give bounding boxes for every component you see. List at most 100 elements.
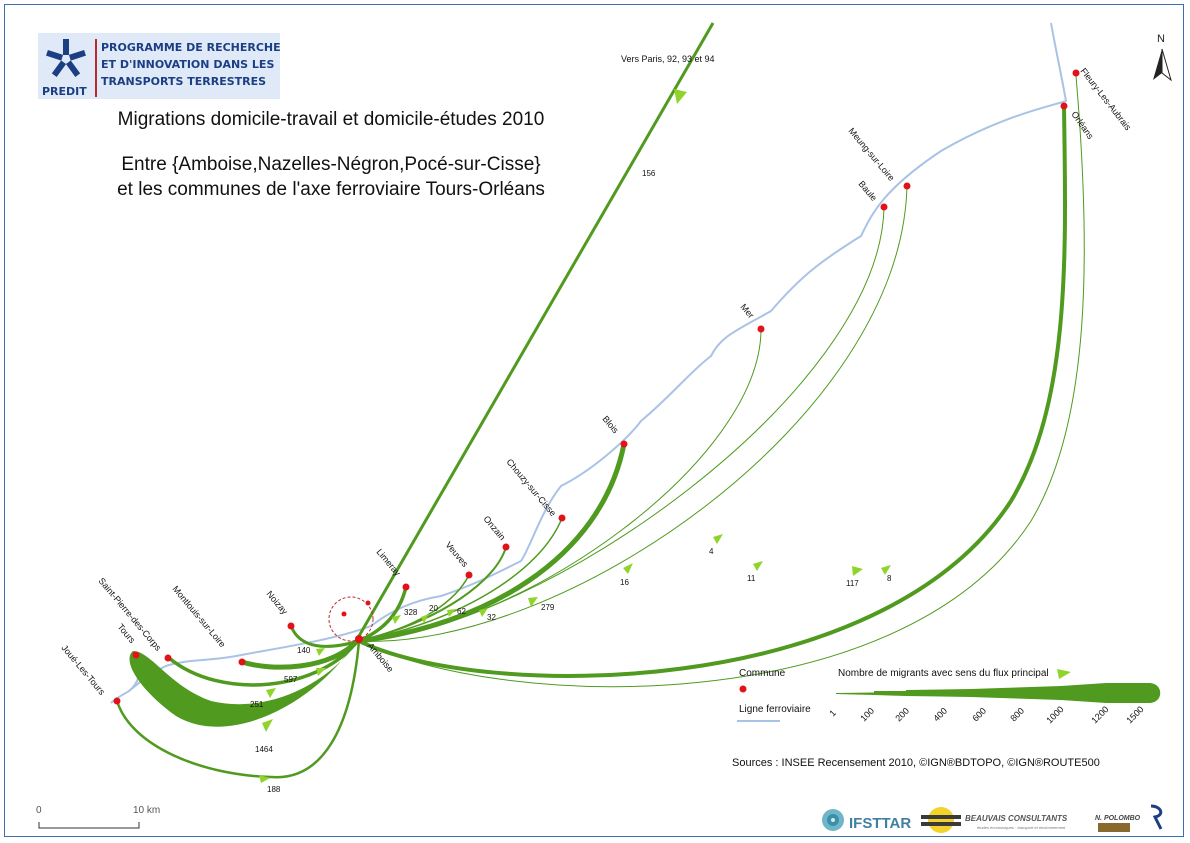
legend-tick-1: 1 <box>827 708 838 719</box>
flow-arrow-baule <box>713 534 723 544</box>
beauvais-logo-icon <box>921 807 961 833</box>
flow-value-blois: 279 <box>541 603 555 612</box>
flow-map: Fleury-Les-Aubrais Orléans Meung-sur-Loi… <box>36 22 1172 833</box>
flow-line-onzain <box>358 546 507 642</box>
legend-tick-800: 800 <box>1008 706 1026 724</box>
flow-value-chouzy: 32 <box>487 613 496 622</box>
commune-label-blois: Blois <box>600 414 621 436</box>
map-title: Migrations domicile-travail et domicile-… <box>117 109 545 130</box>
flow-arrow-montlouis <box>316 668 326 676</box>
flow-value-veuves: 20 <box>429 604 438 613</box>
beauvais-logo-text: BEAUVAIS CONSULTANTS <box>965 814 1068 823</box>
flow-line-tours <box>129 636 359 727</box>
flow-value-paris: 156 <box>642 169 656 178</box>
flow-value-montlouis: 597 <box>284 675 298 684</box>
flow-value-noizay: 140 <box>297 646 311 655</box>
commune-label-veuves: Veuves <box>443 540 470 569</box>
flow-arrow-onzain <box>447 609 456 617</box>
flow-arrow-joue <box>259 775 270 783</box>
legend-flow-label: Nombre de migrants avec sens du flux pri… <box>838 668 1049 679</box>
commune-dot-baule <box>880 203 888 211</box>
legend-commune-label: Commune <box>739 668 786 679</box>
commune-dot-fleury <box>1072 69 1080 77</box>
commune-label-montlouis: Montlouis-sur-Loire <box>170 584 227 649</box>
flow-value-fleury: 8 <box>887 574 892 583</box>
commune-dot-orleans <box>1060 102 1068 110</box>
legend-tick-400: 400 <box>931 706 949 724</box>
ifsttar-logo-icon <box>822 809 844 831</box>
legend-arrow-icon <box>1057 669 1071 679</box>
commune-dot-meung <box>903 182 911 190</box>
legend-tick-1500: 1500 <box>1124 704 1145 725</box>
flow-value-mer: 16 <box>620 578 629 587</box>
flow-arrow-mer <box>623 563 633 574</box>
commune-label-baule: Baule <box>856 179 878 203</box>
railway-line <box>110 22 1068 704</box>
flow-value-baule: 4 <box>709 547 714 556</box>
flow-arrow-limeray <box>392 615 401 624</box>
flow-line-chouzy <box>358 517 563 642</box>
commune-dot-mer <box>757 325 765 333</box>
logo-line-2: ET D'INNOVATION DANS LES <box>101 58 275 71</box>
flow-arrow-meung <box>753 561 763 571</box>
legend-rail-label: Ligne ferroviaire <box>739 704 811 715</box>
flow-value-orleans: 117 <box>846 579 859 588</box>
commune-dot-joue <box>113 697 121 705</box>
legend-flow-wedge <box>836 683 1161 703</box>
flow-line-fleury <box>358 75 1085 688</box>
commune-label-amboise: Amboise <box>365 641 395 674</box>
university-logo-icon <box>1150 804 1163 830</box>
flow-line-blois <box>358 443 627 644</box>
legend-tick-200: 200 <box>893 706 911 724</box>
predit-star-icon <box>46 39 86 77</box>
flow-line-montlouis <box>241 637 361 670</box>
commune-dot-saint-pierre <box>164 654 172 662</box>
flow-arrow-veuves <box>421 614 429 623</box>
ifsttar-logo-text: IFSTTAR <box>849 815 912 832</box>
logo-divider <box>95 39 97 97</box>
flow-line-baule <box>358 206 885 642</box>
flow-value-tours: 1464 <box>255 745 273 754</box>
flow-arrow-paris <box>674 89 687 104</box>
flow-value-limeray: 328 <box>404 608 418 617</box>
flow-line-joue <box>115 640 361 779</box>
commune-dot-montlouis <box>238 658 246 666</box>
legend-commune-dot <box>739 685 747 693</box>
commune-label-orleans: Orléans <box>1069 109 1096 141</box>
map-subtitle-line-1: Entre {Amboise,Nazelles-Négron,Pocé-sur-… <box>121 154 541 175</box>
map-subtitle-line-2: et les communes de l'axe ferroviaire Tou… <box>117 179 545 200</box>
flow-value-saint-pierre: 251 <box>250 700 264 709</box>
commune-dot-amboise <box>355 635 363 643</box>
flow-arrows <box>259 534 891 783</box>
scalebar-start-label: 0 <box>36 805 42 816</box>
commune-dot-blois <box>620 440 628 448</box>
flow-line-orleans <box>358 105 1068 678</box>
flow-value-onzain: 62 <box>457 607 466 616</box>
commune-dot-chouzy <box>558 514 566 522</box>
flow-line-noizay <box>289 625 360 648</box>
flow-line-paris <box>357 22 715 637</box>
flow-value-meung: 11 <box>747 574 756 583</box>
commune-label-noizay: Noizay <box>264 589 290 617</box>
flow-value-joue: 188 <box>267 785 281 794</box>
commune-label-joue: Joué-Les-Tours <box>59 643 107 697</box>
commune-dot-limeray <box>402 583 410 591</box>
legend-tick-1000: 1000 <box>1044 704 1065 725</box>
predit-acronym: PREDIT <box>42 85 87 98</box>
logo-line-1: PROGRAMME DE RECHERCHE <box>101 41 281 54</box>
logo-line-3: TRANSPORTS TERRESTRES <box>101 75 267 88</box>
scalebar-end-label: 10 km <box>133 805 160 816</box>
commune-dot-tours <box>132 651 140 659</box>
flow-arrow-saint-pierre <box>266 688 276 698</box>
commune-dot-poce <box>365 600 371 606</box>
flow-arrow-orleans <box>852 566 863 576</box>
legend-tick-1200: 1200 <box>1089 704 1110 725</box>
paris-label: Vers Paris, 92, 93 et 94 <box>621 54 715 64</box>
polombo-logo-box <box>1098 823 1130 832</box>
commune-label-meung: Meung-sur-Loire <box>846 126 896 183</box>
flow-arrow-fleury <box>881 565 891 575</box>
commune-dot-noizay <box>287 622 295 630</box>
commune-label-limeray: Limeray <box>374 547 403 578</box>
flow-arrow-chouzy <box>479 608 488 617</box>
map-frame: PREDIT PROGRAMME DE RECHERCHE ET D'INNOV… <box>4 4 1184 837</box>
